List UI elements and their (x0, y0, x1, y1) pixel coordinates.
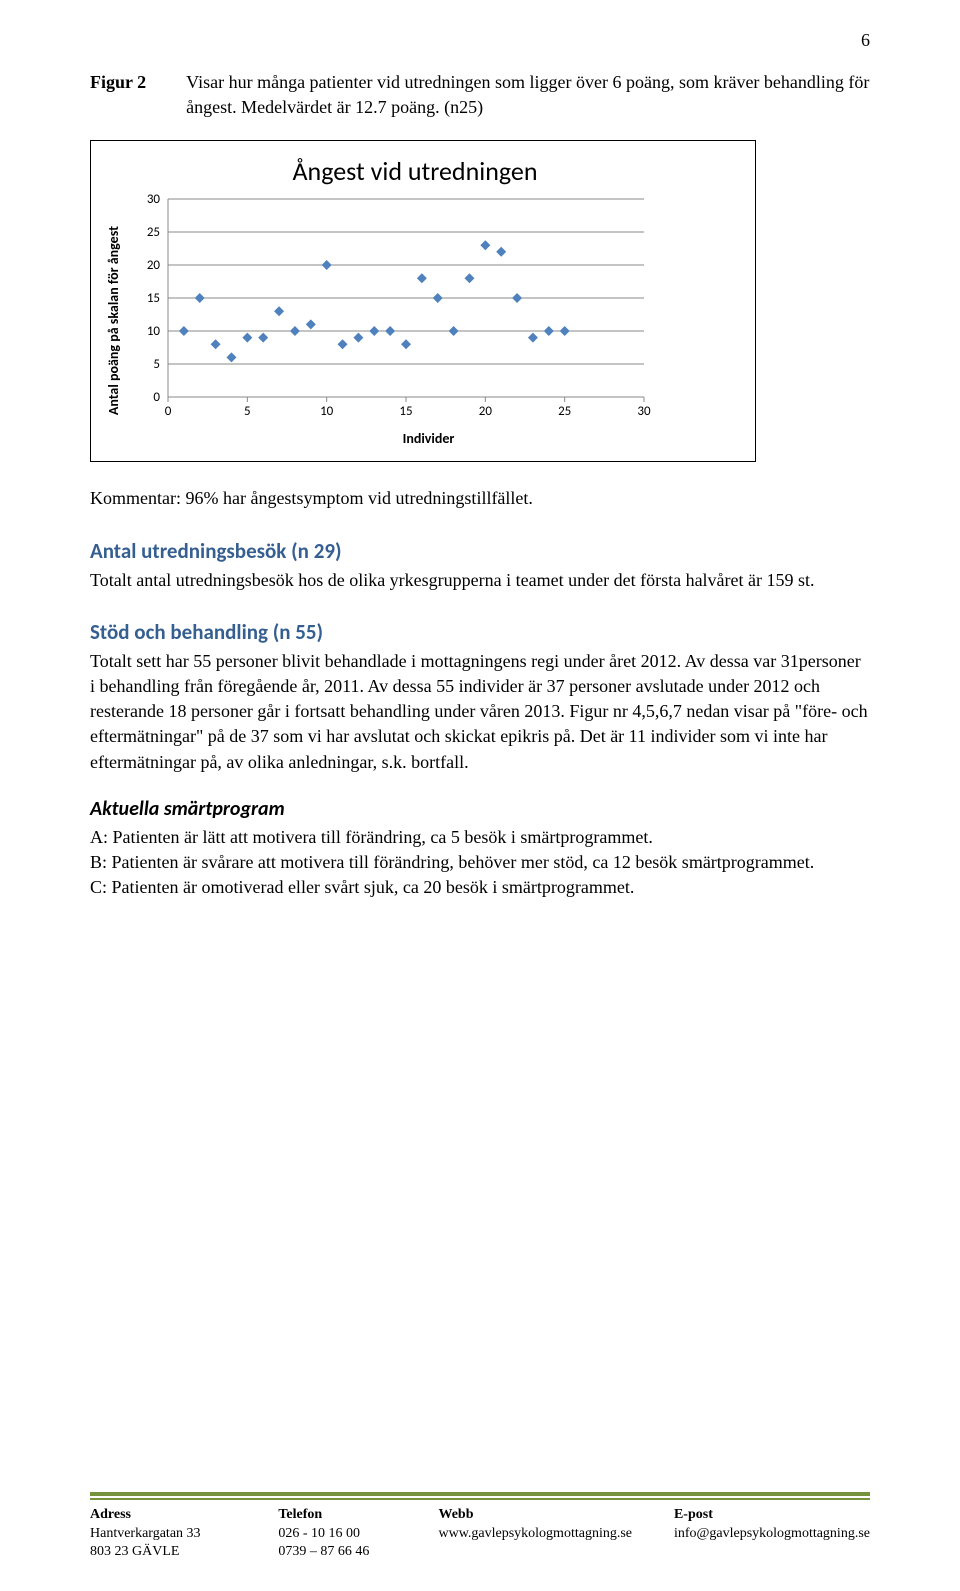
footer-col-address: Adress Hantverkargatan 33 803 23 GÄVLE (90, 1506, 278, 1561)
section-heading-stod: Stöd och behandling (n 55) (90, 619, 870, 645)
svg-text:15: 15 (147, 291, 160, 306)
scatter-plot-svg: 0 5 10 15 20 25 30 0 5 10 15 20 25 30 (132, 193, 652, 423)
footer-web-head: Webb (438, 1506, 673, 1524)
footer-address-head: Adress (90, 1506, 278, 1524)
svg-text:10: 10 (320, 404, 334, 419)
footer-tel-2: 0739 – 87 66 46 (278, 1543, 438, 1561)
footer-email-head: E-post (674, 1506, 870, 1524)
y-axis-label: Antal poäng på skalan för ångest (105, 226, 122, 415)
svg-text:30: 30 (147, 193, 161, 207)
figure-caption: Visar hur många patienter vid utredninge… (186, 70, 870, 120)
svg-text:25: 25 (558, 404, 571, 419)
svg-text:25: 25 (147, 225, 160, 240)
svg-text:5: 5 (244, 404, 251, 419)
footer-address-1: Hantverkargatan 33 (90, 1525, 278, 1543)
x-axis-label: Individer (132, 430, 725, 447)
footer-tel-head: Telefon (278, 1506, 438, 1524)
section-body-stod: Totalt sett har 55 personer blivit behan… (90, 649, 870, 775)
svg-text:5: 5 (153, 357, 160, 372)
svg-text:0: 0 (153, 390, 160, 405)
footer-web-1: www.gavlepsykologmottagning.se (438, 1525, 673, 1543)
scatter-chart: Ångest vid utredningen Antal poäng på sk… (90, 140, 756, 462)
page-number: 6 (861, 30, 870, 51)
svg-text:0: 0 (165, 404, 172, 419)
kommentar: Kommentar: 96% har ångestsymptom vid utr… (90, 486, 870, 511)
page-footer: Adress Hantverkargatan 33 803 23 GÄVLE T… (90, 1492, 870, 1561)
figure-label: Figur 2 (90, 70, 146, 120)
aktuella-b: B: Patienten är svårare att motivera til… (90, 850, 870, 875)
aktuella-c: C: Patienten är omotiverad eller svårt s… (90, 875, 870, 900)
footer-address-2: 803 23 GÄVLE (90, 1543, 278, 1561)
aktuella-a: A: Patienten är lätt att motivera till f… (90, 825, 870, 850)
chart-title: Ångest vid utredningen (105, 155, 725, 187)
footer-email-1: info@gavlepsykologmottagning.se (674, 1525, 870, 1543)
section-heading-utredningsbesok: Antal utredningsbesök (n 29) (90, 538, 870, 564)
svg-text:20: 20 (147, 258, 161, 273)
footer-divider (90, 1492, 870, 1500)
footer-col-email: E-post info@gavlepsykologmottagning.se (674, 1506, 870, 1561)
svg-text:30: 30 (637, 404, 651, 419)
section-body-utredningsbesok: Totalt antal utredningsbesök hos de olik… (90, 568, 870, 593)
svg-text:20: 20 (479, 404, 493, 419)
section-heading-aktuella: Aktuella smärtprogram (90, 797, 870, 821)
svg-text:10: 10 (147, 324, 161, 339)
footer-tel-1: 026 - 10 16 00 (278, 1525, 438, 1543)
svg-text:15: 15 (399, 404, 412, 419)
figure-caption-row: Figur 2 Visar hur många patienter vid ut… (90, 70, 870, 120)
footer-col-web: Webb www.gavlepsykologmottagning.se (438, 1506, 673, 1561)
footer-col-tel: Telefon 026 - 10 16 00 0739 – 87 66 46 (278, 1506, 438, 1561)
